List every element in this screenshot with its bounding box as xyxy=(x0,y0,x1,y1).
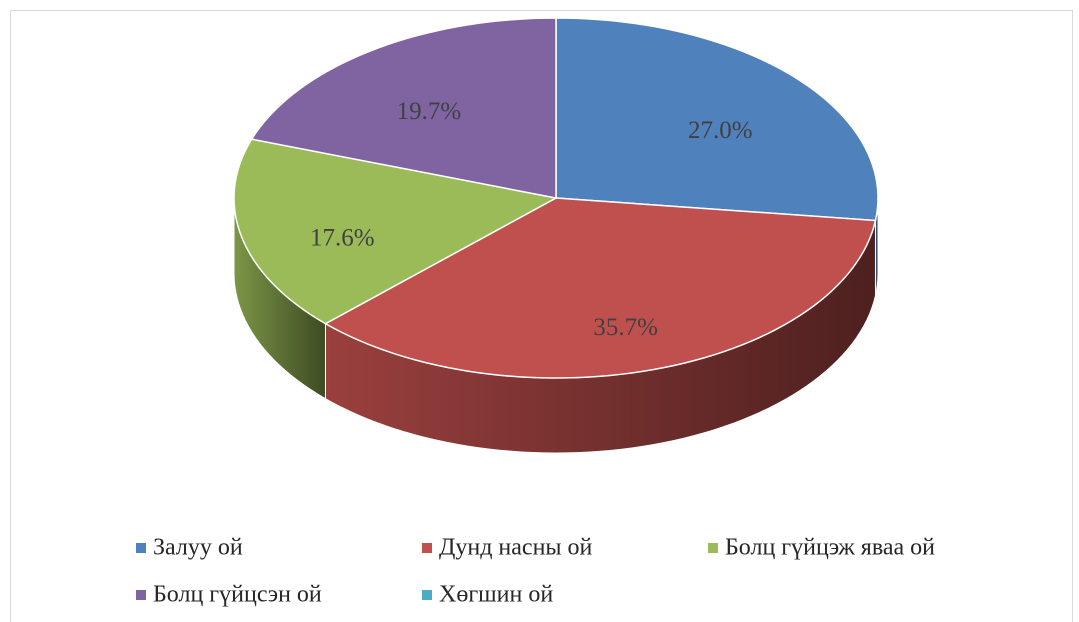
slice xyxy=(555,17,879,222)
legend-swatch xyxy=(422,543,432,553)
slice xyxy=(233,138,559,325)
legend-label: Болц гүйцэж яваа ой xyxy=(725,535,935,561)
data-label: 19.7% xyxy=(397,98,462,125)
legend-label: Хөгшин ой xyxy=(439,582,553,608)
legend-label: Дунд насны ой xyxy=(439,535,593,561)
data-label: 17.6% xyxy=(310,224,375,251)
legend-swatch xyxy=(136,543,146,553)
legend-swatch xyxy=(708,543,718,553)
legend-swatch xyxy=(422,590,432,600)
data-label: 35.7% xyxy=(593,314,658,341)
slice xyxy=(323,197,877,379)
slice xyxy=(250,17,557,199)
data-label: 27.0% xyxy=(688,117,753,144)
legend-label: Залуу ой xyxy=(153,535,243,561)
legend-swatch xyxy=(136,590,146,600)
legend-label: Болц гүйцсэн ой xyxy=(153,582,322,608)
